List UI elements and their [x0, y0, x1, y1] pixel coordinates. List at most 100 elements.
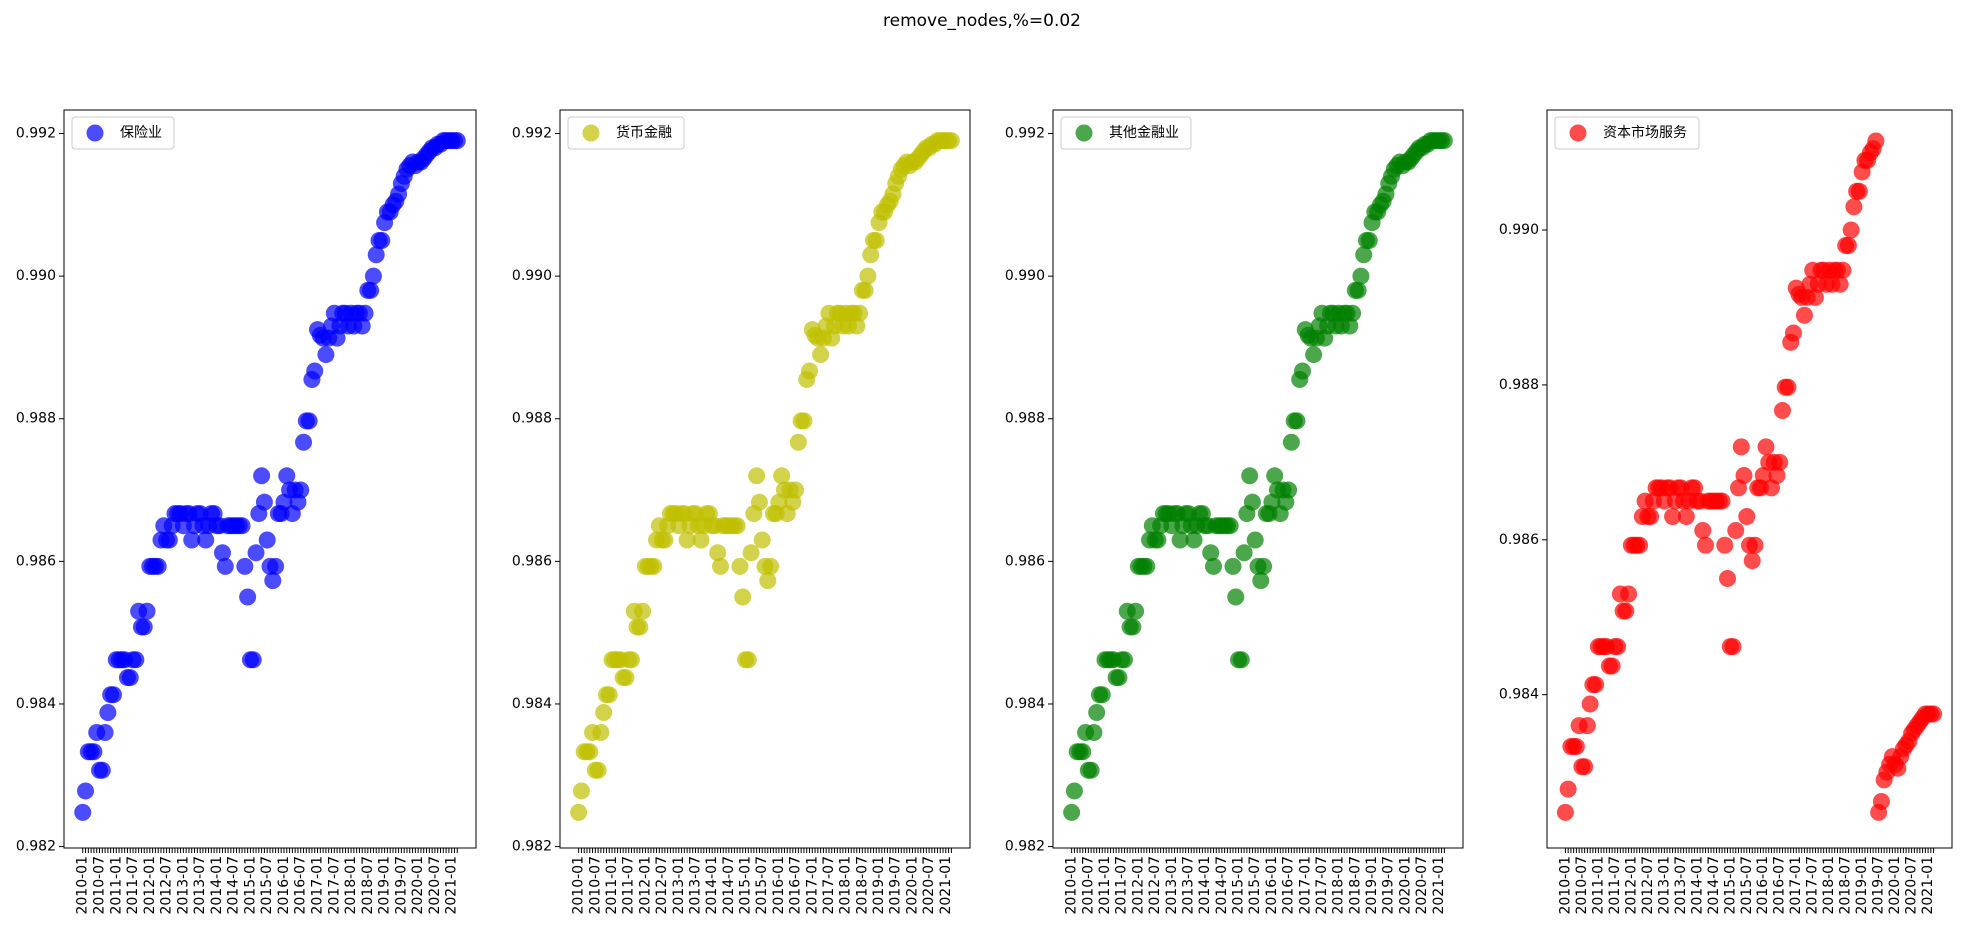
point	[1738, 508, 1756, 526]
point	[213, 544, 231, 562]
x-tick-label: 2021-01	[444, 856, 460, 915]
point	[750, 493, 768, 511]
point	[99, 704, 117, 722]
point	[1768, 467, 1786, 485]
x-tick-label: 2018-07	[854, 856, 870, 915]
x-tick-label: 2019-01	[871, 856, 887, 915]
point	[1746, 536, 1764, 554]
x-tick-label: 2012-07	[654, 856, 670, 915]
y-tick-label: 0.984	[16, 696, 56, 712]
point	[631, 618, 649, 636]
legend-label: 货币金融	[616, 124, 672, 141]
point	[104, 686, 122, 704]
x-tick-label: 2010-01	[571, 856, 587, 915]
point	[1735, 467, 1753, 485]
x-tick-label: 2010-07	[1574, 856, 1590, 915]
y-tick-label: 0.988	[16, 411, 56, 427]
x-tick-label: 2019-07	[1381, 856, 1397, 915]
point	[1360, 231, 1378, 249]
point	[1149, 531, 1167, 549]
legend-marker	[582, 124, 600, 142]
point	[742, 544, 760, 562]
point	[759, 572, 777, 590]
point	[570, 803, 588, 821]
x-tick-label: 2018-07	[1347, 856, 1363, 915]
x-tick-label: 2012-01	[1623, 856, 1639, 915]
point	[762, 557, 780, 575]
point	[1252, 572, 1270, 590]
x-tick-label: 2010-07	[1080, 856, 1096, 915]
point	[1697, 536, 1715, 554]
point	[1074, 743, 1092, 761]
point	[862, 246, 880, 264]
legend-marker	[1569, 124, 1587, 142]
point	[1294, 362, 1312, 380]
point	[1288, 412, 1306, 430]
y-tick-label: 0.982	[1005, 839, 1045, 855]
point	[247, 544, 265, 562]
point	[1344, 304, 1362, 322]
legend-box	[1554, 116, 1700, 150]
point	[267, 557, 285, 575]
point	[1124, 618, 1142, 636]
y-tick-label: 0.982	[512, 839, 552, 855]
point	[581, 743, 599, 761]
point	[364, 267, 382, 285]
legend-label: 其他金融业	[1109, 125, 1179, 141]
x-tick-label: 2015-07	[754, 856, 770, 915]
x-tick-label: 2012-07	[1147, 856, 1163, 915]
x-tick-label: 2013-01	[1164, 856, 1180, 915]
point	[1576, 758, 1594, 776]
y-tick-label: 0.990	[16, 268, 56, 284]
point	[253, 467, 271, 485]
point	[1349, 281, 1367, 299]
x-tick-label: 2019-07	[888, 856, 904, 915]
point	[1556, 803, 1574, 821]
point	[1842, 221, 1860, 239]
point	[795, 412, 813, 430]
x-tick-label: 2013-07	[1673, 856, 1689, 915]
y-tick-label: 0.986	[512, 553, 552, 569]
point	[77, 782, 95, 800]
point	[1578, 717, 1596, 735]
point	[373, 231, 391, 249]
x-tick-label: 2010-01	[75, 856, 91, 915]
point	[1724, 638, 1742, 656]
x-tick-label: 2017-07	[326, 856, 342, 915]
point	[801, 362, 819, 380]
point	[1850, 182, 1868, 200]
y-tick-label: 0.986	[1005, 553, 1045, 569]
point	[856, 281, 874, 299]
point	[1280, 481, 1298, 499]
point	[96, 723, 114, 741]
x-tick-label: 2017-01	[310, 856, 326, 915]
point	[692, 531, 710, 549]
y-tick-label: 0.988	[512, 411, 552, 427]
x-tick-label: 2017-01	[804, 856, 820, 915]
point	[1839, 237, 1857, 255]
y-tick-label: 0.982	[16, 839, 56, 855]
x-tick-label: 2013-07	[192, 856, 208, 915]
point	[292, 481, 310, 499]
point	[255, 493, 273, 511]
figure-title: remove_nodes,%=0.02	[883, 11, 1081, 31]
point	[1779, 378, 1797, 396]
point	[244, 651, 262, 669]
x-tick-label: 2020-01	[1397, 856, 1413, 915]
x-tick-label: 2011-01	[108, 856, 124, 915]
point	[367, 246, 385, 264]
x-tick-label: 2010-07	[587, 856, 603, 915]
x-tick-label: 2014-01	[1197, 856, 1213, 915]
y-tick-label: 0.984	[1005, 696, 1045, 712]
point	[1732, 438, 1750, 456]
point	[1352, 267, 1370, 285]
axes-frame	[63, 109, 477, 849]
point	[1088, 704, 1106, 722]
point	[1235, 544, 1253, 562]
x-tick-label: 2020-01	[410, 856, 426, 915]
x-tick-label: 2018-07	[360, 856, 376, 915]
point	[1282, 433, 1300, 451]
x-tick-label: 2014-01	[209, 856, 225, 915]
point	[851, 304, 869, 322]
point	[127, 651, 145, 669]
